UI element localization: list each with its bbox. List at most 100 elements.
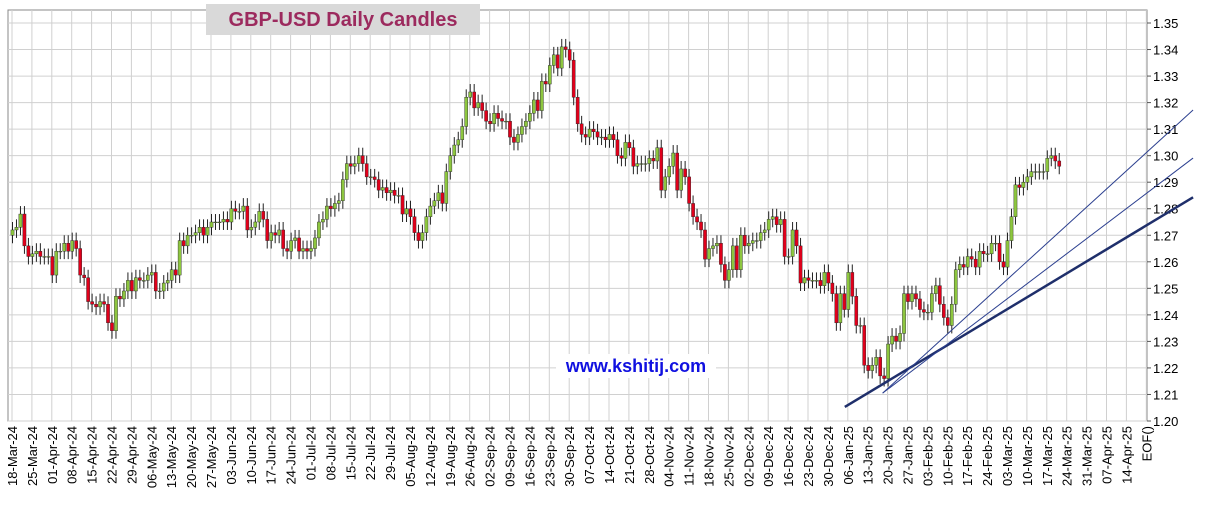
candle-body (82, 274, 86, 278)
candle-body (782, 219, 787, 257)
candle-body (1009, 216, 1014, 241)
candle-body (858, 325, 863, 327)
candle-body (667, 166, 671, 178)
x-tick-label: 27-May-24 (204, 426, 219, 488)
y-tick-label: 1.31 (1153, 122, 1178, 137)
candle-body (627, 142, 632, 148)
x-tick-label: 10-Jun-24 (244, 426, 259, 485)
candle-body (376, 179, 381, 191)
candle-body (1005, 240, 1010, 268)
y-tick-label: 1.35 (1153, 16, 1178, 31)
candle-body (161, 282, 166, 292)
y-tick-label: 1.25 (1153, 281, 1178, 296)
trend-line (882, 109, 1194, 394)
candle-body (969, 256, 974, 260)
trend-line (882, 157, 1194, 394)
candle-body (1025, 176, 1030, 183)
candle-body (890, 335, 894, 345)
candle-body (559, 46, 564, 69)
x-tick-label: 30-Dec-24 (821, 426, 836, 487)
x-tick-label: 16-Sep-24 (522, 426, 537, 487)
candle-body (822, 272, 827, 286)
candle-body (762, 229, 767, 233)
candle-body (448, 155, 453, 172)
candle-body (826, 272, 831, 284)
candle-body (619, 155, 624, 159)
candle-body (735, 245, 739, 270)
candle-body (611, 134, 616, 140)
candle-body (118, 296, 122, 300)
candle-body (747, 243, 751, 247)
candle-body (631, 147, 636, 167)
candle-body (34, 250, 39, 255)
plot-area (7, 9, 1148, 422)
x-tick-label: 08-Apr-24 (65, 426, 80, 484)
candle-body (78, 248, 82, 276)
x-tick-label: 08-Jul-24 (323, 426, 338, 480)
candle-body (193, 232, 198, 236)
candle-body (898, 333, 902, 342)
x-tick-label: 16-Dec-24 (781, 426, 796, 487)
x-tick-label: 20-May-24 (184, 426, 199, 488)
x-tick-label: 23-Sep-24 (542, 426, 557, 487)
candle-body (687, 176, 691, 204)
x-tick-label: 06-Jan-25 (841, 426, 856, 485)
candle-body (500, 118, 504, 122)
x-tick-label: 14-Apr-25 (1119, 426, 1134, 484)
candle-body (532, 99, 536, 114)
candle-body (305, 248, 309, 252)
candle-body (106, 304, 110, 324)
x-tick-label: 01-Apr-24 (45, 426, 60, 484)
candle-body (1029, 171, 1034, 178)
candle-body (544, 81, 548, 85)
candle-body (277, 229, 281, 236)
x-tick-label: 22-Apr-24 (105, 426, 120, 484)
candle-body (404, 208, 409, 215)
trend-line (844, 196, 1194, 409)
candle-body (313, 237, 317, 249)
candle-body (591, 128, 596, 132)
candle-body (269, 232, 274, 241)
x-tick-label: EOF() (1139, 426, 1154, 461)
candle-body (157, 290, 162, 292)
candle-body (1037, 171, 1042, 173)
candle-body (110, 322, 114, 331)
x-tick-label: 06-May-24 (144, 426, 159, 488)
candle-body (977, 250, 982, 268)
candle-body (293, 237, 297, 241)
candle-body (946, 317, 950, 326)
candle-body (770, 216, 775, 220)
candle-body (758, 232, 763, 241)
candle-body (949, 304, 954, 326)
candle-body (229, 208, 234, 223)
candle-body (205, 227, 210, 236)
candle-body (814, 280, 819, 282)
candle-body (460, 126, 465, 140)
candle-body (794, 229, 799, 247)
candle-body (452, 144, 457, 156)
candle-body (476, 102, 480, 109)
x-tick-label: 02-Dec-24 (741, 426, 756, 487)
x-tick-label: 24-Jun-24 (284, 426, 299, 485)
candle-body (615, 139, 620, 156)
x-tick-label: 21-Oct-24 (622, 426, 637, 484)
candle-body (603, 136, 608, 140)
candle-body (412, 216, 417, 233)
candle-body (349, 163, 353, 167)
candle-body (309, 248, 313, 252)
candle-body (973, 258, 978, 268)
candle-body (416, 232, 421, 241)
candle-body (961, 264, 966, 268)
candle-body (989, 243, 994, 255)
candle-body (98, 301, 102, 308)
candle-body (914, 293, 918, 300)
candle-body (830, 282, 835, 294)
candle-body (866, 365, 870, 371)
candle-body (715, 243, 719, 247)
candle-body (846, 272, 851, 310)
candle-body (894, 335, 898, 342)
candle-body (862, 325, 867, 366)
x-tick-label: 24-Feb-25 (980, 426, 995, 486)
x-tick-label: 09-Dec-24 (761, 426, 776, 487)
candle-body (651, 158, 656, 162)
